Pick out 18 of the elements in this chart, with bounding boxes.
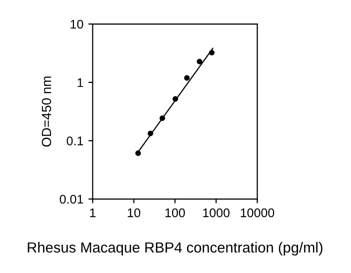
point [196,58,202,64]
x-tick-label: 100 [166,208,185,218]
point [172,96,178,102]
x-tick-label: 10 [128,208,140,218]
y-tick-label: 0.01 [60,194,84,204]
point [135,150,141,156]
y-tick-label: 10 [70,20,84,29]
x-tick-label: 1 [90,208,96,218]
y-tick-label: 1 [78,78,84,87]
x-tick-label: 1000 [203,208,230,218]
point [184,75,190,81]
y-tick-label: 0.1 [66,136,84,146]
point [209,50,215,56]
point [160,115,166,121]
y-axis-title: OD=450 nm [42,76,52,147]
x-tick-label: 10000 [240,208,274,218]
x-axis-title: Rhesus Macaque RBP4 concentration (pg/ml) [28,242,322,256]
point [148,130,154,136]
